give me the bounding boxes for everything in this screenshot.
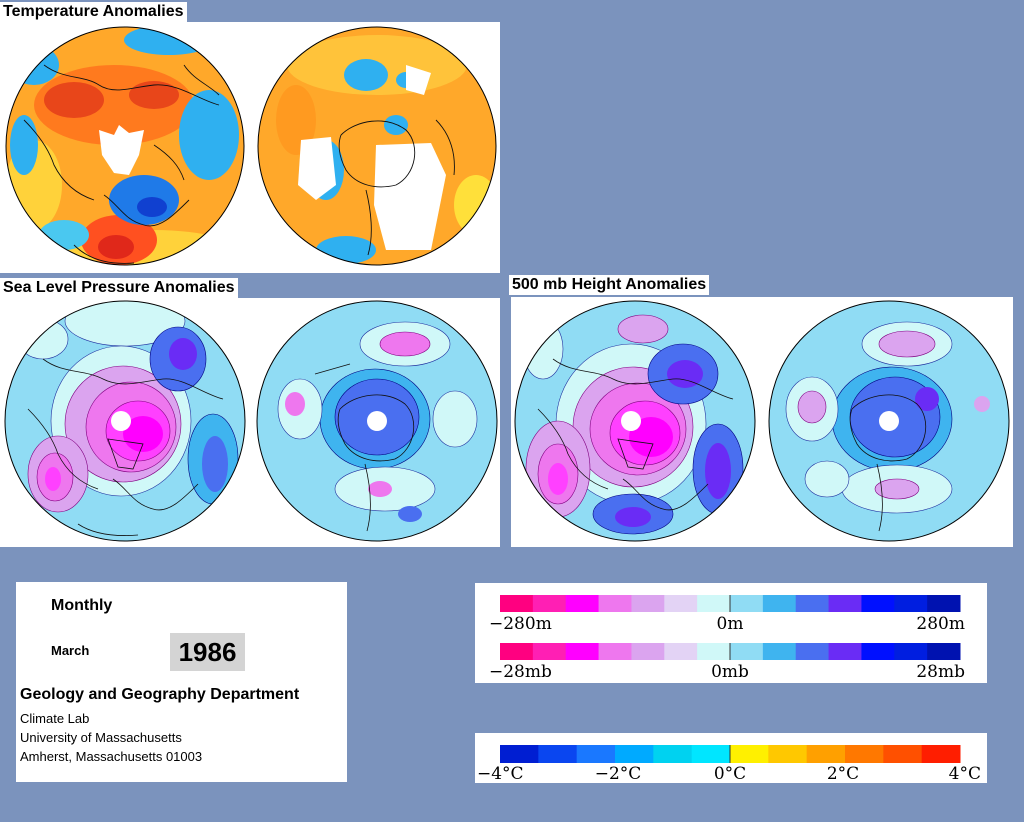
pressure-mid-label: 0mb	[711, 662, 749, 682]
pressure-scale-swatch	[894, 643, 928, 660]
temperature-scale-swatch	[500, 745, 539, 763]
temp-label-plus4: 4°C	[949, 764, 981, 783]
height-pressure-legend-graphic: −280m 0m 280m −28mb 0mb 28mb	[489, 595, 965, 682]
pressure-scale-swatch	[730, 643, 764, 660]
temperature-scale-swatch	[576, 745, 616, 763]
address-label: Amherst, Massachusetts 01003	[20, 749, 203, 764]
temperature-scale-swatch	[883, 745, 923, 763]
lab-label: Climate Lab	[20, 711, 90, 726]
temp-label-minus4: −4°C	[477, 764, 524, 783]
height-scale-swatch	[861, 595, 895, 612]
slp-northern-hemisphere-map	[4, 300, 246, 542]
height-scale-swatch	[927, 595, 961, 612]
pressure-scale-swatch	[631, 643, 665, 660]
height-min-label: −280m	[489, 614, 552, 634]
height-scale-swatch	[795, 595, 830, 612]
slp-southern-hemisphere-map	[256, 300, 498, 542]
height-max-label: 280m	[916, 614, 965, 634]
temperature-scale-swatch	[615, 745, 654, 763]
height-scale-swatch	[828, 595, 862, 612]
height-scale-swatch	[565, 595, 600, 612]
height-color-bar	[500, 595, 961, 612]
temp-label-minus2: −2°C	[595, 764, 642, 783]
height-pressure-legend: −280m 0m 280m −28mb 0mb 28mb	[475, 583, 987, 683]
height500-southern-hemisphere-map	[768, 300, 1010, 542]
height-scale-swatch	[631, 595, 665, 612]
height-scale-swatch	[664, 595, 698, 612]
temperature-color-bar	[500, 745, 961, 763]
temp-label-plus2: 2°C	[827, 764, 859, 783]
slp-anomalies-title: Sea Level Pressure Anomalies	[0, 278, 238, 298]
height-scale-swatch	[697, 595, 731, 612]
temperature-scale-swatch	[691, 745, 731, 763]
pressure-scale-swatch	[795, 643, 830, 660]
temperature-scale-swatch	[538, 745, 578, 763]
pressure-max-label: 28mb	[916, 662, 965, 682]
temperature-scale-swatch	[806, 745, 846, 763]
pressure-scale-swatch	[861, 643, 895, 660]
height500-anomalies-title: 500 mb Height Anomalies	[509, 275, 710, 295]
temperature-scale-swatch	[730, 745, 769, 763]
temperature-northern-hemisphere-map	[5, 26, 245, 266]
pressure-scale-swatch	[565, 643, 600, 660]
temperature-scale-swatch	[768, 745, 808, 763]
height-scale-swatch	[894, 595, 928, 612]
temperature-scale-swatch	[845, 745, 884, 763]
slp-anomalies-panel	[0, 298, 500, 547]
pressure-min-label: −28mb	[489, 662, 552, 682]
temperature-scale-swatch	[921, 745, 961, 763]
temperature-southern-hemisphere-map	[257, 26, 497, 266]
department-label: Geology and Geography Department	[20, 686, 300, 703]
height500-northern-hemisphere-map	[514, 300, 756, 542]
year-label: 1986	[170, 633, 245, 671]
height-mid-label: 0m	[717, 614, 744, 634]
period-label: Monthly	[51, 597, 113, 614]
pressure-scale-swatch	[697, 643, 731, 660]
temp-label-0: 0°C	[714, 764, 746, 783]
temperature-legend-graphic: −4°C −2°C 0°C 2°C 4°C	[477, 745, 981, 784]
height500-anomalies-panel	[511, 297, 1013, 547]
temperature-scale-swatch	[653, 745, 693, 763]
pressure-scale-swatch	[927, 643, 961, 660]
pressure-scale-swatch	[828, 643, 862, 660]
pressure-scale-swatch	[500, 643, 534, 660]
pressure-scale-swatch	[762, 643, 797, 660]
height-scale-swatch	[762, 595, 797, 612]
height-scale-swatch	[598, 595, 632, 612]
pressure-color-bar	[500, 643, 961, 660]
info-panel: Monthly March 1986 Geology and Geography…	[16, 582, 347, 782]
month-label: March	[51, 643, 90, 658]
pressure-scale-swatch	[532, 643, 567, 660]
temperature-legend: −4°C −2°C 0°C 2°C 4°C	[475, 733, 987, 784]
height-scale-swatch	[730, 595, 764, 612]
university-label: University of Massachusetts	[20, 730, 182, 745]
height-scale-swatch	[532, 595, 567, 612]
pressure-scale-swatch	[598, 643, 632, 660]
temperature-anomalies-panel	[0, 22, 500, 273]
temperature-anomalies-title: Temperature Anomalies	[0, 2, 187, 22]
pressure-scale-swatch	[664, 643, 698, 660]
height-scale-swatch	[500, 595, 534, 612]
